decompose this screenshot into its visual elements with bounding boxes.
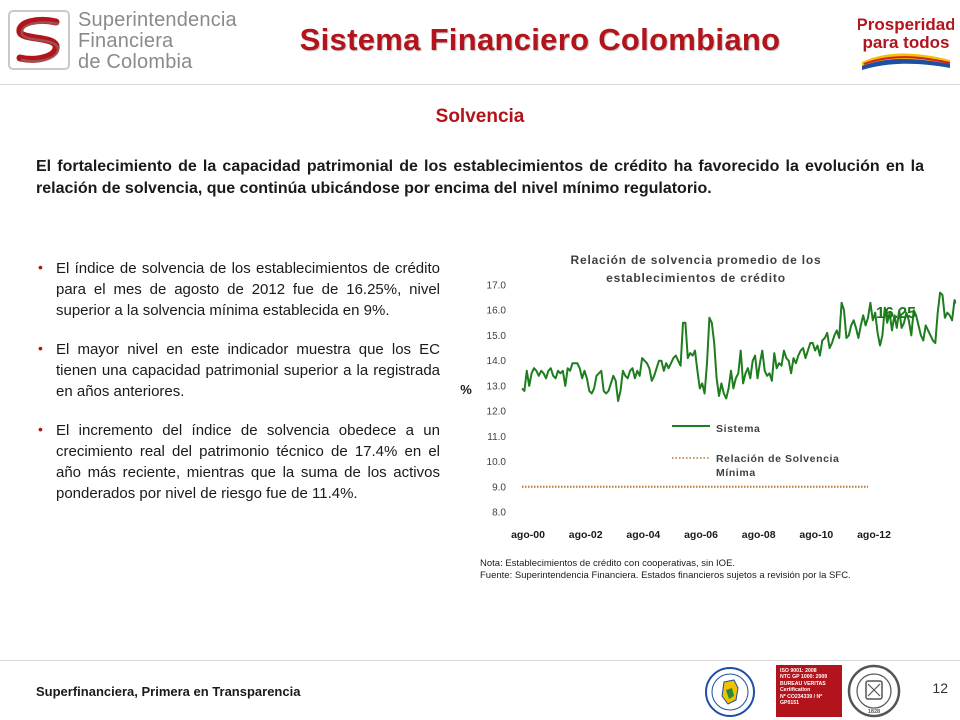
bullet-icon: • bbox=[38, 421, 43, 437]
certification-seal-icon bbox=[705, 667, 755, 717]
y-tick-label: 10.0 bbox=[487, 457, 507, 468]
note-line: Nota: Establecimientos de crédito con co… bbox=[480, 558, 736, 569]
legend-label-sistema: Sistema bbox=[716, 423, 760, 435]
page-number: 12 bbox=[932, 680, 948, 696]
sfc-logo-text: Superintendencia Financiera de Colombia bbox=[78, 10, 238, 73]
x-tick-label: ago-00 bbox=[511, 529, 545, 541]
cert-line: NTC GP 1000: 2009 bbox=[780, 674, 828, 681]
cert-line: Certification bbox=[780, 687, 811, 694]
list-item: • El mayor nivel en este indicador muest… bbox=[36, 339, 440, 402]
legend-label-line: Relación de Solvencia bbox=[716, 453, 839, 465]
y-tick-label: 11.0 bbox=[487, 432, 506, 443]
x-tick-label: ago-02 bbox=[569, 529, 603, 541]
cert-line: ISO 9001: 2008 bbox=[780, 668, 817, 674]
series-line-sistema bbox=[521, 291, 956, 402]
logo-line: Superintendencia bbox=[78, 9, 237, 31]
logo-text-line: Prosperidad bbox=[858, 15, 954, 34]
bullet-list: • El índice de solvencia de los establec… bbox=[36, 258, 440, 522]
chart-title-line: Relación de solvencia promedio de los bbox=[571, 253, 822, 267]
bullet-icon: • bbox=[38, 259, 43, 275]
bv-year: 1828 bbox=[868, 709, 880, 715]
section-title: Solvencia bbox=[435, 106, 525, 127]
x-axis-ticks: ago-00 ago-02 ago-04 ago-06 ago-08 ago-10 ago-… bbox=[511, 529, 891, 541]
lead-paragraph: El fortalecimiento de la capacidad patri… bbox=[36, 158, 924, 197]
logo-text-line: para todos bbox=[863, 33, 950, 52]
list-item: • El índice de solvencia de los establec… bbox=[36, 258, 440, 321]
y-tick-label: 15.0 bbox=[487, 331, 507, 342]
series-layer bbox=[521, 291, 956, 488]
y-tick-label: 14.0 bbox=[487, 356, 507, 367]
y-tick-label: 16.0 bbox=[487, 306, 507, 317]
legend-label-line: Mínima bbox=[716, 467, 756, 479]
legend-label-minima: Relación de Solvencia Mínima bbox=[716, 453, 839, 479]
bullet-text: El mayor nivel en este indicador muestra… bbox=[56, 341, 440, 400]
bureau-veritas-seal-icon: 1828 bbox=[847, 664, 901, 718]
x-tick-label: ago-08 bbox=[742, 529, 776, 541]
y-tick-label: 12.0 bbox=[487, 407, 507, 418]
bullet-text: El incremento del índice de solvencia ob… bbox=[56, 422, 440, 502]
sfc-logo-icon bbox=[8, 10, 70, 70]
x-tick-label: ago-06 bbox=[684, 529, 718, 541]
y-axis-ticks: 8.0 9.0 10.0 11.0 12.0 13.0 14.0 15.0 16.0 17.0 bbox=[487, 281, 507, 519]
page-title: Sistema Financiero Colombiano bbox=[299, 22, 781, 57]
certification-badge: ISO 9001: 2008 NTC GP 1000: 2009 BUREAU … bbox=[776, 665, 842, 717]
source-line: Fuente: Superintendencia Financiera. Est… bbox=[480, 570, 851, 581]
y-tick-label: 17.0 bbox=[487, 281, 507, 292]
y-tick-label: 13.0 bbox=[487, 381, 507, 392]
chart-note: Nota: Establecimientos de crédito con co… bbox=[480, 558, 952, 582]
cert-line: BUREAU VERITAS bbox=[780, 680, 826, 687]
footer-slogan: Superfinanciera, Primera en Transparenci… bbox=[36, 684, 301, 699]
x-tick-label: ago-12 bbox=[857, 529, 891, 541]
legend: Sistema Relación de Solvencia Mínima bbox=[672, 423, 839, 479]
bullet-icon: • bbox=[38, 340, 43, 356]
y-tick-label: 9.0 bbox=[492, 482, 506, 493]
list-item: • El incremento del índice de solvencia … bbox=[36, 420, 440, 504]
x-tick-label: ago-04 bbox=[626, 529, 660, 541]
header-divider bbox=[0, 84, 960, 85]
prosperidad-logo: Prosperidad para todos bbox=[858, 15, 954, 70]
y-tick-label: 8.0 bbox=[492, 508, 506, 519]
y-axis-label: % bbox=[460, 382, 472, 397]
last-value-label: 16.25 bbox=[876, 305, 916, 322]
footer-divider bbox=[0, 660, 960, 661]
logo-line: Financiera bbox=[78, 30, 174, 52]
cert-line: Nº CO234339 / Nº GP0151 bbox=[780, 693, 823, 707]
logo-line: de Colombia bbox=[78, 51, 193, 73]
solvency-chart: Relación de solvencia promedio de los es… bbox=[460, 253, 956, 541]
chart-title-line: establecimientos de crédito bbox=[606, 271, 786, 285]
bullet-text: El índice de solvencia de los establecim… bbox=[56, 260, 440, 319]
x-tick-label: ago-10 bbox=[799, 529, 833, 541]
